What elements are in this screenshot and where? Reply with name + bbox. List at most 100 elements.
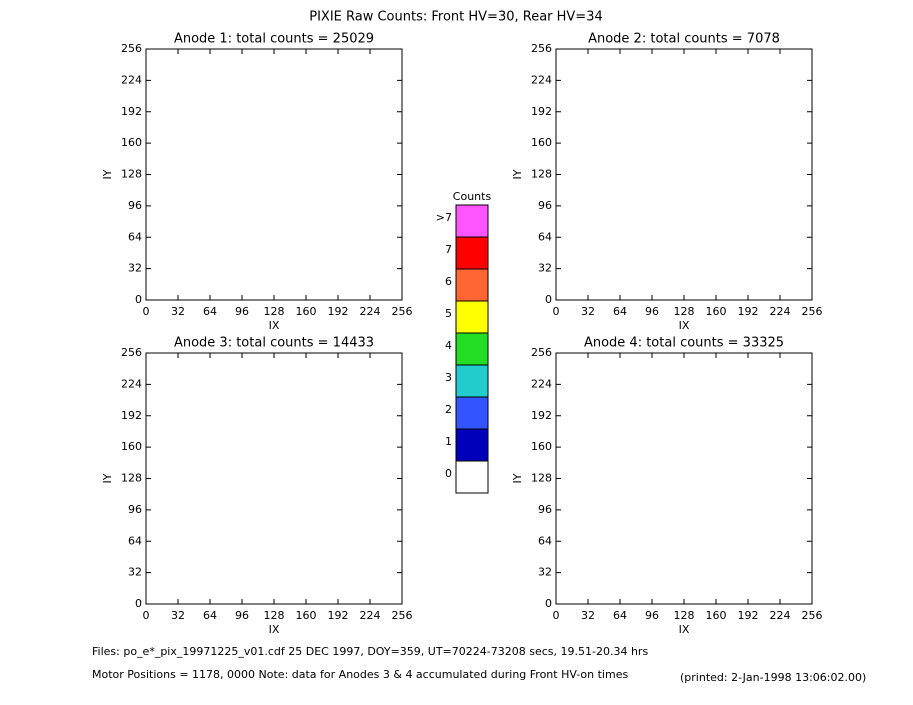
- x-tick-label: 0: [553, 609, 560, 622]
- y-tick-label: 192: [531, 409, 552, 422]
- x-tick-label: 64: [613, 305, 627, 318]
- y-tick-label: 0: [545, 597, 552, 610]
- y-tick-label: 128: [121, 472, 142, 485]
- colorbar-label: >7: [436, 211, 452, 224]
- y-tick-label: 96: [538, 199, 552, 212]
- x-axis-label: IX: [679, 623, 690, 636]
- x-tick-label: 256: [392, 609, 413, 622]
- x-tick-label: 96: [645, 305, 659, 318]
- x-tick-label: 160: [296, 609, 317, 622]
- colorbar-cell: [455, 396, 489, 430]
- colorbar-label: 4: [445, 339, 452, 352]
- x-tick-label: 32: [171, 609, 185, 622]
- y-tick-label: 160: [121, 440, 142, 453]
- y-tick-label: 0: [545, 293, 552, 306]
- x-tick-label: 224: [770, 609, 791, 622]
- y-tick-label: 192: [121, 105, 142, 118]
- page-title: PIXIE Raw Counts: Front HV=30, Rear HV=3…: [309, 10, 603, 25]
- x-tick-label: 128: [264, 609, 285, 622]
- colorbar-label: 1: [445, 435, 452, 448]
- x-tick-label: 0: [553, 305, 560, 318]
- panel-title: Anode 2: total counts = 7078: [588, 32, 780, 47]
- x-tick-label: 64: [203, 305, 217, 318]
- y-tick-label: 192: [121, 409, 142, 422]
- x-tick-label: 192: [738, 609, 759, 622]
- y-tick-label: 256: [531, 42, 552, 55]
- x-tick-label: 224: [360, 305, 381, 318]
- y-tick-label: 128: [531, 168, 552, 181]
- y-tick-label: 224: [121, 73, 142, 86]
- colorbar-cell: [455, 236, 489, 270]
- colorbar-label: 0: [445, 467, 452, 480]
- colorbar-label: 3: [445, 371, 452, 384]
- y-tick-label: 32: [538, 262, 552, 275]
- x-tick-label: 160: [296, 305, 317, 318]
- colorbar-cell: [455, 204, 489, 238]
- colorbar-cell: [455, 460, 489, 494]
- y-tick-label: 160: [121, 136, 142, 149]
- x-tick-label: 160: [706, 609, 727, 622]
- x-tick-label: 224: [360, 609, 381, 622]
- x-tick-label: 256: [802, 305, 823, 318]
- x-tick-label: 192: [328, 609, 349, 622]
- x-tick-label: 256: [802, 609, 823, 622]
- colorbar-cell: [455, 300, 489, 334]
- y-tick-label: 256: [531, 346, 552, 359]
- panel-title: Anode 1: total counts = 25029: [174, 32, 374, 47]
- y-tick-label: 64: [538, 534, 552, 547]
- plot-area: [555, 48, 813, 301]
- colorbar-label: 7: [445, 243, 452, 256]
- y-tick-label: 160: [531, 136, 552, 149]
- x-tick-label: 0: [143, 609, 150, 622]
- colorbar-cell: [455, 332, 489, 366]
- footer-files: Files: po_e*_pix_19971225_v01.cdf 25 DEC…: [92, 645, 648, 658]
- x-tick-label: 224: [770, 305, 791, 318]
- y-axis-label: IY: [101, 473, 114, 483]
- x-tick-label: 192: [738, 305, 759, 318]
- x-axis-label: IX: [269, 319, 280, 332]
- y-tick-label: 224: [531, 73, 552, 86]
- x-tick-label: 64: [613, 609, 627, 622]
- x-tick-label: 160: [706, 305, 727, 318]
- y-tick-label: 96: [128, 503, 142, 516]
- y-tick-label: 160: [531, 440, 552, 453]
- x-tick-label: 192: [328, 305, 349, 318]
- y-axis-label: IY: [101, 169, 114, 179]
- x-tick-label: 32: [581, 609, 595, 622]
- colorbar-label: 2: [445, 403, 452, 416]
- y-tick-label: 256: [121, 42, 142, 55]
- y-tick-label: 32: [538, 566, 552, 579]
- x-tick-label: 128: [264, 305, 285, 318]
- x-axis-label: IX: [269, 623, 280, 636]
- colorbar-label: 6: [445, 275, 452, 288]
- printed-date: (printed: 2-Jan-1998 13:06:02.00): [680, 671, 866, 684]
- y-tick-label: 192: [531, 105, 552, 118]
- x-tick-label: 0: [143, 305, 150, 318]
- y-tick-label: 96: [538, 503, 552, 516]
- panel-title: Anode 3: total counts = 14433: [174, 336, 374, 351]
- x-tick-label: 32: [581, 305, 595, 318]
- y-tick-label: 32: [128, 566, 142, 579]
- x-tick-label: 32: [171, 305, 185, 318]
- y-tick-label: 64: [538, 230, 552, 243]
- footer-motor: Motor Positions = 1178, 0000 Note: data …: [92, 668, 628, 681]
- y-tick-label: 128: [531, 472, 552, 485]
- y-tick-label: 224: [121, 377, 142, 390]
- colorbar-title: Counts: [453, 190, 492, 203]
- y-tick-label: 32: [128, 262, 142, 275]
- y-tick-label: 256: [121, 346, 142, 359]
- y-tick-label: 0: [135, 597, 142, 610]
- plot-area: [555, 352, 813, 605]
- y-tick-label: 96: [128, 199, 142, 212]
- x-tick-label: 64: [203, 609, 217, 622]
- x-tick-label: 256: [392, 305, 413, 318]
- x-tick-label: 96: [645, 609, 659, 622]
- colorbar-cell: [455, 268, 489, 302]
- colorbar-label: 5: [445, 307, 452, 320]
- colorbar-cell: [455, 364, 489, 398]
- y-tick-label: 224: [531, 377, 552, 390]
- plot-area: [145, 48, 403, 301]
- y-tick-label: 128: [121, 168, 142, 181]
- y-tick-label: 64: [128, 230, 142, 243]
